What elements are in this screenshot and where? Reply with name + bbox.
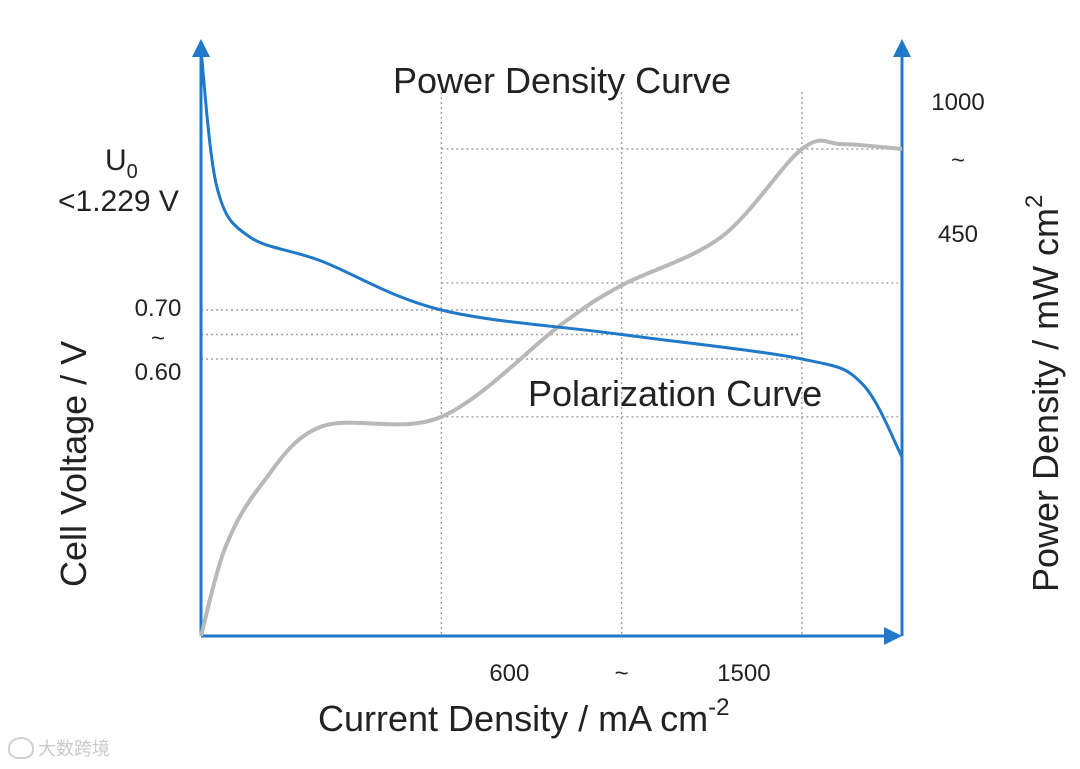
u0-label: U0 [105,144,138,183]
polarization-line [199,50,904,458]
polarization-curve-annotation: Polarization Curve [528,373,822,414]
x-tick-labels: 600 ~1500 [489,660,770,687]
axes [192,39,911,645]
y-right-tick-label: 1000 [931,89,984,116]
u0-value: <1.229 V [58,185,179,218]
y-left-tick-label: 0.70 [135,295,182,322]
y-right-tick-labels: 1000 ~450 [931,89,984,248]
x-tick-label: 1500 [717,660,770,687]
power-density-line [199,138,903,637]
watermark-text: 大数跨境 [38,739,110,760]
watermark-logo-icon [8,737,34,759]
reference-lines [201,92,902,636]
x-tick-label: 600 [489,660,529,687]
y-right-axis-label: Power Density / mW cm2 [1021,195,1066,592]
watermark: 大数跨境 [8,735,110,761]
y-left-tick-label: ~ [151,325,165,352]
y-left-axis-label: Cell Voltage / V [53,341,94,587]
y-left-tick-label: 0.60 [135,359,182,386]
y-right-tick-label: 450 [938,221,978,248]
y-right-tick-label: ~ [951,147,965,174]
power-curve-annotation: Power Density Curve [393,60,731,101]
x-tick-label: ~ [615,660,629,687]
x-axis-label: Current Density / mA cm-2 [318,694,729,739]
y-left-tick-labels: 0.70 ~0.60 [135,295,182,386]
